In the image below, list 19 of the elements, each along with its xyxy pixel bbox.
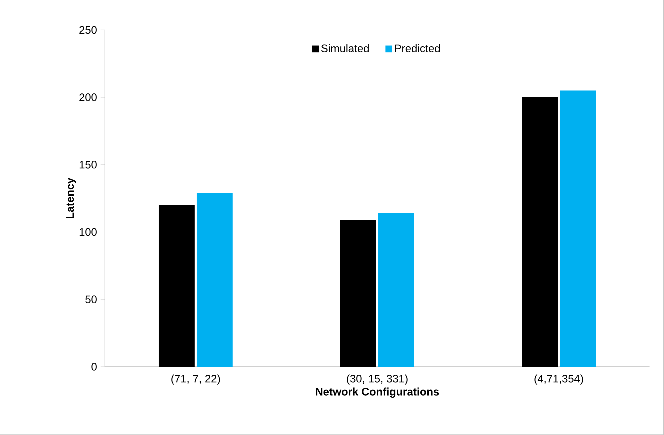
y-tick-label: 100 (80, 228, 97, 236)
y-tick-label: 50 (86, 296, 97, 304)
bar (522, 97, 558, 367)
x-axis-title: Network Configurations (316, 388, 440, 398)
y-tick-label: 0 (92, 363, 97, 371)
y-tick-label: 150 (80, 160, 97, 169)
bar (340, 220, 376, 367)
y-tick-label: 200 (80, 94, 97, 102)
bar (196, 193, 233, 367)
x-tick-label: (30, 15, 331) (347, 374, 408, 385)
y-tick-label: 250 (80, 26, 97, 34)
x-tick-label: (71, 7, 22) (172, 374, 220, 385)
legend-label: Predicted (395, 44, 440, 52)
bar (560, 90, 596, 367)
bar (378, 213, 414, 367)
bar (158, 205, 195, 367)
legend-label: Simulated (322, 44, 369, 52)
y-axis-title: Latency (66, 178, 76, 218)
x-tick-label: (4,71,354) (534, 374, 584, 385)
